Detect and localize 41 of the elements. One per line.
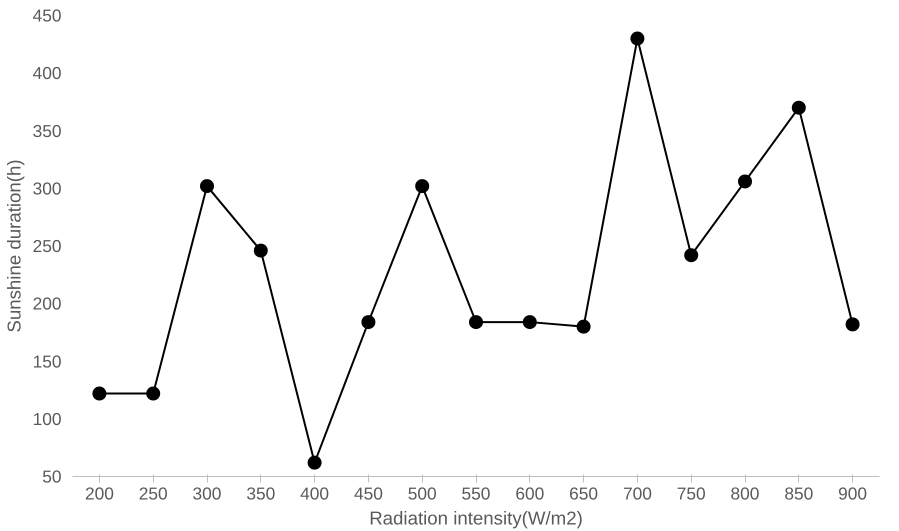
x-tick-label: 550 [462,484,490,504]
x-tick-label: 350 [246,484,276,504]
x-tick-label: 850 [784,484,814,504]
x-tick-label: 400 [300,484,330,504]
point [522,315,537,330]
point [415,179,430,194]
x-tick-label: 300 [192,484,222,504]
x-tick-label: 700 [622,484,652,504]
point [308,456,322,470]
x-tick-label: 200 [84,484,114,504]
y-tick-label: 350 [32,120,62,141]
y-axis-title: Sunshine duration(h) [4,159,25,333]
point [630,32,644,46]
point [200,179,214,194]
y-tick-label: 450 [32,6,62,26]
point [146,386,160,401]
x-axis-title: Radiation intensity(W/m2) [369,508,583,528]
y-tick-label: 200 [32,294,62,314]
point [92,386,106,401]
x-tick-label: 900 [838,484,868,504]
point [738,174,752,188]
point [469,315,483,330]
point [846,317,860,332]
y-tick-label: 100 [32,408,62,429]
y-tick-label: 150 [32,351,62,372]
x-tick-label: 500 [408,484,437,504]
x-tick-label: 450 [354,484,383,504]
point [254,244,268,258]
y-tick-label: 50 [42,466,62,486]
point [792,100,806,115]
point [576,320,591,334]
y-tick-label: 400 [32,63,62,84]
point [684,248,698,262]
x-tick-label: 600 [515,484,544,504]
y-tick-label: 250 [32,236,62,256]
x-tick-label: 800 [730,484,760,504]
y-tick-label: 300 [32,178,62,198]
point [361,315,376,330]
x-tick-label: 750 [676,484,706,504]
x-tick-label: 250 [138,484,168,504]
x-tick-label: 650 [569,484,598,504]
